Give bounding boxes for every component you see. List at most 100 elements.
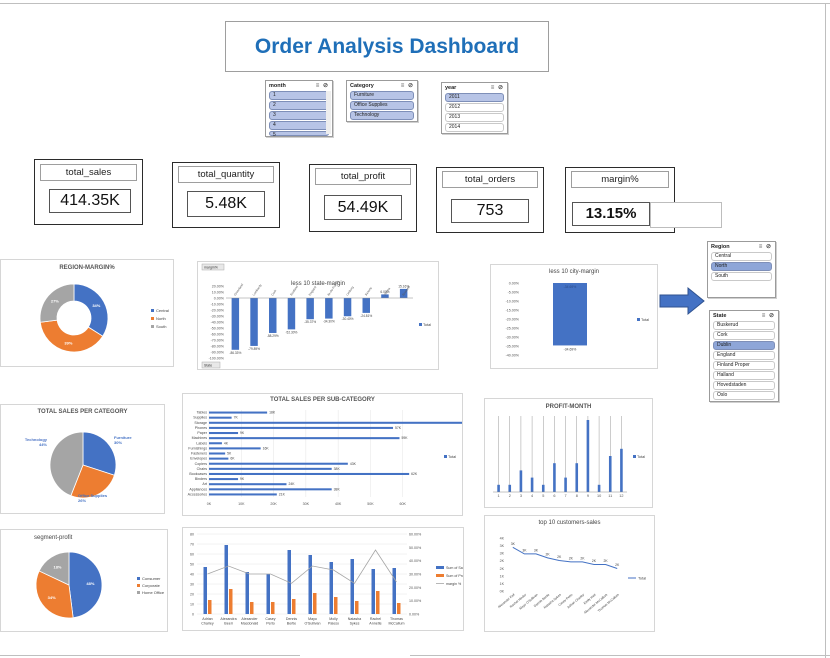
bar (306, 298, 314, 320)
slicer-clear-filter-icon[interactable]: ≡ ⊘ (315, 83, 329, 89)
bar-profit (334, 597, 338, 614)
bar (209, 432, 239, 435)
kpi-value: 13.15% (572, 202, 650, 226)
year-item[interactable]: 2012 (445, 103, 504, 112)
x-tick-label: 8 (576, 494, 578, 498)
bar-profit (271, 602, 275, 614)
year-item[interactable]: 2011 (445, 93, 504, 102)
y-tick-label: Paper (197, 431, 207, 435)
bar (343, 298, 352, 317)
slicer-clear-filter-icon[interactable]: ≡ ⊘ (758, 244, 772, 250)
region-margin-chart: 34% 39% 27% Central North South (39, 283, 169, 353)
bar (620, 448, 623, 492)
x-tick-label: Limburg (345, 285, 355, 296)
data-label: 27% (51, 299, 59, 304)
bar (209, 493, 277, 496)
year-slicer[interactable]: year ≡ ⊘ 2011 2012 2013 2014 (441, 82, 508, 134)
x-tick-label: Thomas (390, 617, 403, 621)
month-item[interactable]: 1 (269, 91, 329, 100)
x-tick-label: 30K (303, 502, 310, 506)
bar-profit (208, 600, 212, 614)
x-tick-label: 7 (565, 494, 567, 498)
y-tick-label: Copiers (195, 462, 208, 466)
year-item[interactable]: 2013 (445, 113, 504, 122)
y-tick-label: 20.00% (212, 285, 225, 289)
kpi-total-quantity: total_quantity 5.48K (172, 162, 280, 228)
bar-sales (392, 568, 396, 614)
legend-label: Central (156, 308, 169, 313)
bar (209, 437, 400, 440)
slicer-clear-filter-icon[interactable]: ≡ ⊘ (490, 85, 504, 91)
data-label: 39% (64, 340, 72, 345)
slicer-clear-filter-icon[interactable]: ≡ ⊘ (400, 83, 414, 89)
region-item[interactable]: Central (711, 252, 772, 261)
data-label: 9K (240, 477, 245, 481)
state-item[interactable]: Hovedstaden (713, 381, 775, 390)
state-item[interactable]: England (713, 351, 775, 360)
x-tick-label: Sykes (350, 622, 360, 626)
x-tick-label: 1 (498, 494, 500, 498)
y-tick-label: -70.00% (211, 339, 225, 343)
category-item[interactable]: Furniture (350, 91, 414, 100)
month-slicer-header: month ≡ ⊘ (269, 83, 329, 89)
state-item[interactable]: Finland Proper (713, 361, 775, 370)
region-slicer[interactable]: Region ≡ ⊘ Central North South (707, 241, 776, 298)
slicer-clear-filter-icon[interactable]: ≡ ⊘ (761, 313, 775, 319)
state-item[interactable]: Oslo (713, 391, 775, 400)
data-label: 7K (234, 416, 239, 420)
y-tick-label: 40 (190, 573, 194, 577)
field-button-label: State (204, 364, 212, 368)
month-slicer-scrollbar[interactable] (326, 91, 331, 134)
legend-label: North (156, 316, 166, 321)
month-item[interactable]: 4 (269, 121, 329, 130)
state-item[interactable]: Halland (713, 371, 775, 380)
state-item[interactable]: Dublin (713, 341, 775, 350)
bar (530, 477, 534, 492)
state-item[interactable]: Buskerud (713, 321, 775, 330)
x-tick-label: Brussels (401, 284, 411, 296)
month-item[interactable]: 5 (269, 131, 329, 138)
legend-label: margin % (446, 582, 462, 586)
category-item[interactable]: Office Supplies (350, 101, 414, 110)
y-tick-label: -20.00% (506, 318, 520, 322)
bar (399, 288, 408, 298)
state-item[interactable]: Cork (713, 331, 775, 340)
state-slicer[interactable]: State ≡ ⊘ Buskerud Cork Dublin England Fi… (709, 310, 779, 402)
data-label: 26% (78, 498, 86, 503)
y-tick-label: 4K (500, 537, 505, 541)
data-label: 3K (511, 542, 516, 546)
x-tick-label: Annette (369, 622, 381, 626)
bar (231, 298, 240, 350)
kpi-label: total_profit (315, 168, 411, 185)
bar (564, 477, 567, 492)
category-slicer[interactable]: Category ≡ ⊘ Furniture Office Supplies Te… (346, 80, 418, 122)
month-slicer[interactable]: month ≡ ⊘ 1 2 3 4 5 (265, 80, 333, 138)
bar-profit (250, 602, 254, 614)
bar (597, 484, 601, 492)
segment-profit-panel: segment-profit 48% 34% 18% Consumer Corporat… (0, 529, 168, 632)
bar (209, 411, 268, 414)
x-tick-label: Scotland (289, 284, 299, 296)
category-item[interactable]: Technology (350, 111, 414, 120)
data-label: 5K (227, 452, 232, 456)
x-tick-label: 10K (238, 502, 245, 506)
region-item[interactable]: South (711, 272, 772, 281)
legend-label: Total (641, 318, 649, 322)
data-label: -58.29% (267, 334, 279, 338)
legend-label: Total (638, 577, 646, 581)
x-tick-label: Alexandra (220, 617, 236, 621)
y-tick-label: Fasteners (191, 452, 207, 456)
month-item[interactable]: 2 (269, 101, 329, 110)
margin-line (207, 549, 397, 584)
bar-sales (371, 569, 375, 614)
segment-profit-chart: 48% 34% 18% Consumer Corporate Home Office (35, 551, 165, 619)
year-item[interactable]: 2014 (445, 123, 504, 132)
y-tick-label: 2K (500, 567, 505, 571)
month-item[interactable]: 3 (269, 111, 329, 120)
y-tick-label: Labels (196, 441, 207, 445)
bar (209, 488, 332, 491)
x-tick-label: Thomas McCallum (597, 592, 620, 612)
region-item[interactable]: North (711, 262, 772, 271)
x-tick-label: 3 (520, 494, 522, 498)
